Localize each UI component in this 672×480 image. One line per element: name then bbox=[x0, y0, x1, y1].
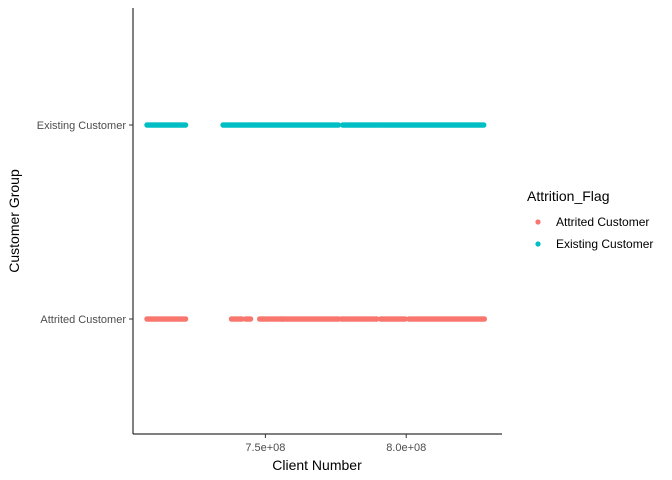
data-point-attrited-customer bbox=[182, 316, 189, 322]
y-tick-label-existing: Existing Customer bbox=[37, 120, 127, 132]
data-point-attrited-customer bbox=[247, 316, 254, 322]
legend-title: Attrition_Flag bbox=[527, 188, 609, 204]
y-axis-title: Customer Group bbox=[6, 169, 22, 273]
points-layer bbox=[144, 122, 488, 322]
x-tick-label-0: 7.5e+08 bbox=[245, 442, 285, 454]
legend-label-existing: Existing Customer bbox=[556, 237, 653, 251]
data-point-attrited-customer bbox=[402, 316, 408, 322]
data-point-existing-customer bbox=[480, 122, 487, 128]
y-axis-ticks: Existing Customer Attrited Customer bbox=[37, 120, 133, 326]
data-point-attrited-customer bbox=[373, 316, 380, 322]
data-point-existing-customer bbox=[335, 122, 342, 128]
x-axis-ticks: 7.5e+08 8.0e+08 bbox=[245, 434, 426, 454]
y-tick-label-attrited: Attrited Customer bbox=[40, 314, 126, 326]
legend-key-attrited bbox=[535, 219, 541, 225]
data-point-existing-customer bbox=[182, 122, 189, 128]
data-point-attrited-customer bbox=[481, 316, 488, 322]
data-point-attrited-customer bbox=[239, 316, 245, 322]
legend-label-attrited: Attrited Customer bbox=[556, 215, 649, 229]
x-axis-title: Client Number bbox=[272, 457, 362, 473]
legend: Attrition_Flag Attrited Customer Existin… bbox=[527, 188, 653, 251]
legend-key-existing bbox=[535, 241, 541, 247]
x-tick-label-1: 8.0e+08 bbox=[386, 442, 426, 454]
